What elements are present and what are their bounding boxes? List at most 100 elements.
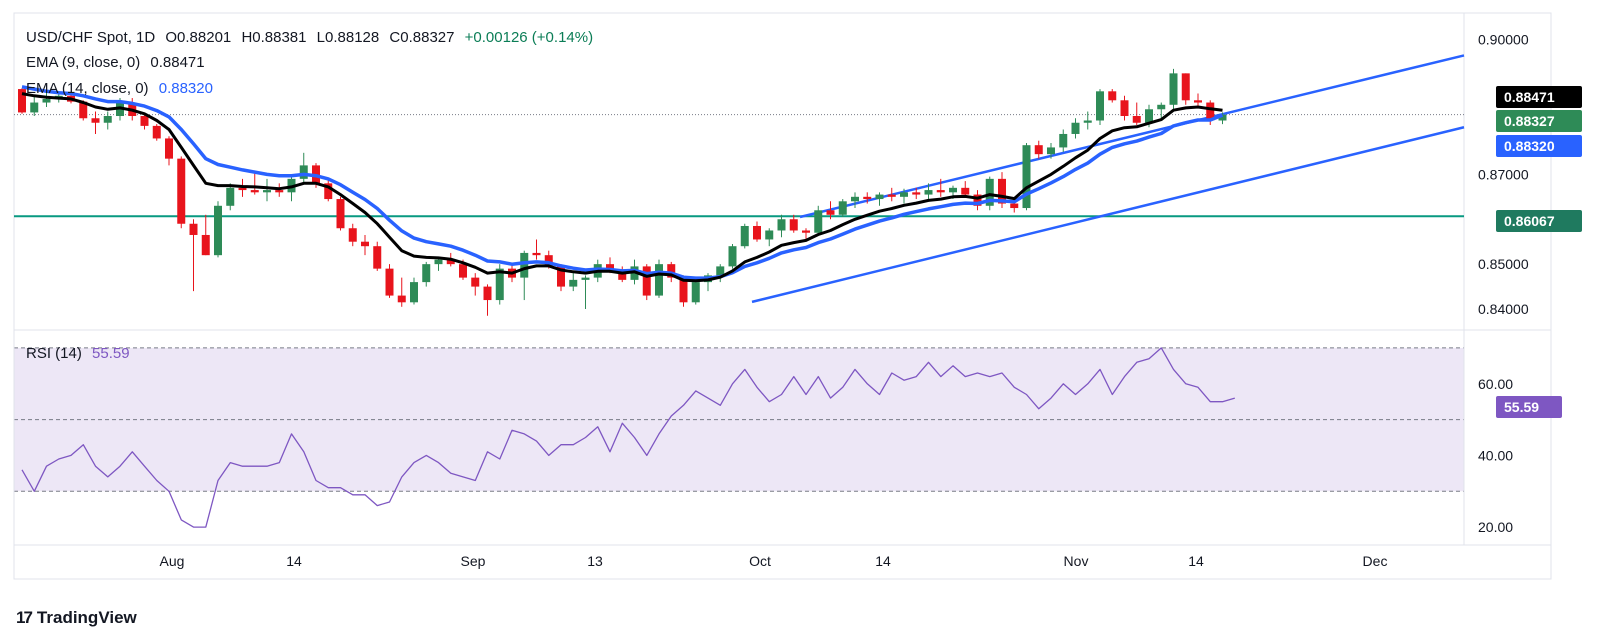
candle-body (1096, 91, 1104, 121)
open-value: O0.88201 (165, 29, 232, 46)
candle-body (103, 116, 112, 123)
candle-body (42, 98, 51, 103)
candle-body (459, 264, 467, 278)
candle-body (924, 190, 933, 195)
brand-text: TradingView (36, 608, 137, 627)
candle-body (483, 286, 492, 301)
candle-body (275, 190, 284, 193)
ema9-label[interactable]: EMA (9, close, 0) (26, 54, 141, 71)
time-tick-label: Dec (1363, 553, 1388, 569)
ema-layer (21, 85, 1224, 283)
time-tick-label: Sep (461, 553, 486, 569)
candle-body (79, 101, 88, 119)
candle-body (1132, 116, 1141, 123)
candle-body (1071, 122, 1080, 134)
candle-body (520, 252, 529, 278)
candle-body (1194, 100, 1202, 103)
candle-body (446, 259, 455, 265)
candle-body (263, 190, 271, 193)
candle-body (532, 252, 541, 256)
candle-body (642, 266, 651, 296)
price-tick-label: 0.90000 (1478, 32, 1529, 48)
candle-body (140, 116, 149, 126)
channel-upper-line (799, 54, 1465, 219)
channel-lower-line (751, 126, 1465, 304)
ema9-price-tag: 0.88471 (1496, 86, 1582, 108)
rsi-band-layer (14, 347, 1464, 492)
candle-body (606, 264, 614, 271)
candle-body (1169, 73, 1178, 105)
candle-body (998, 178, 1006, 204)
candle-body (201, 234, 210, 256)
low-value: L0.88128 (316, 29, 380, 46)
candle-body (1181, 73, 1190, 101)
close-value: C0.88327 (389, 29, 455, 46)
candle-body (434, 259, 443, 265)
ema14-legend: EMA (14, close, 0) 0.88320 (26, 80, 219, 97)
candle-body (30, 102, 39, 113)
rsi-tick-label: 40.00 (1478, 447, 1513, 463)
candle-body (900, 192, 908, 197)
candle-body (655, 264, 663, 296)
close-price-tag: 0.88327 (1496, 110, 1582, 132)
candle-body (863, 196, 872, 200)
candle-body (410, 282, 418, 303)
candle-body (165, 138, 173, 159)
candle-body (838, 201, 847, 215)
ema14-price-tag: 0.88320 (1496, 135, 1582, 157)
candle-body (189, 223, 198, 235)
ema9-value: 0.88471 (150, 54, 205, 71)
rsi-tick-label: 20.00 (1478, 519, 1513, 535)
candle-body (544, 255, 553, 267)
symbol-title[interactable]: USD/CHF Spot, 1D (26, 29, 156, 46)
candle-body (557, 266, 565, 287)
candle-body (949, 187, 957, 193)
candle-body (361, 241, 369, 247)
candle-body (1218, 114, 1227, 121)
ema14-label[interactable]: EMA (14, close, 0) (26, 80, 149, 97)
candle-body (214, 205, 222, 256)
candle-body (471, 277, 480, 287)
candle-body (569, 279, 578, 287)
candle-body (1120, 100, 1129, 117)
axis-layer: 0.90000 0.87000 0.85000 0.84000 60.00 40.00 20… (160, 32, 1529, 569)
ema14-value: 0.88320 (158, 80, 213, 97)
candle-body (1157, 104, 1166, 110)
candle-body (1047, 147, 1055, 155)
candle-body (1010, 203, 1019, 209)
support-price-tag: 0.86067 (1496, 210, 1582, 232)
time-tick-label: 14 (286, 553, 302, 569)
time-tick-label: 14 (875, 553, 891, 569)
candle-body (238, 187, 247, 191)
time-tick-label: Nov (1064, 553, 1089, 569)
candle-body (912, 192, 921, 195)
ema9-legend: EMA (9, close, 0) 0.88471 (26, 54, 211, 71)
rsi-label[interactable]: RSI (14) (26, 345, 82, 362)
candle-body (397, 295, 406, 303)
candle-body (177, 158, 186, 224)
ohlc-legend: USD/CHF Spot, 1D O0.88201 H0.88381 L0.88… (26, 29, 599, 46)
candle-body (348, 228, 357, 242)
candle-body (789, 219, 798, 231)
rsi-line (21, 347, 1235, 528)
rsi-legend: RSI (14) 55.59 (26, 345, 136, 362)
time-tick-label: Aug (160, 553, 185, 569)
candle-body (91, 118, 100, 123)
candle-body (679, 277, 688, 303)
candle-body (422, 264, 431, 283)
candle-body (1206, 102, 1215, 121)
candle-body (299, 165, 308, 179)
candle-body (618, 270, 627, 280)
candle-body (226, 187, 235, 206)
candle-body (973, 194, 982, 206)
candle-body (985, 178, 994, 206)
price-tick-label: 0.87000 (1478, 166, 1529, 182)
change-value: +0.00126 (+0.14%) (464, 29, 594, 46)
candle-body (777, 219, 786, 231)
candle-body (875, 194, 884, 200)
candle-body (1059, 133, 1068, 148)
tradingview-brand[interactable]: 17 TradingView (16, 608, 137, 628)
candle-body (1022, 145, 1031, 209)
time-tick-label: Oct (749, 553, 771, 569)
rsi-layer (21, 347, 1235, 528)
